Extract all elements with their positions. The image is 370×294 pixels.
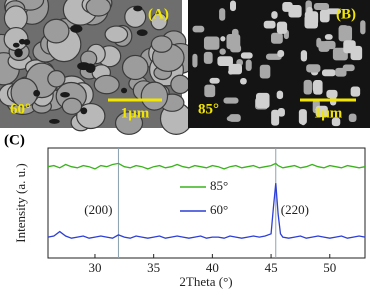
particle <box>350 86 361 97</box>
particle <box>263 20 276 29</box>
particle <box>288 4 302 18</box>
particle <box>271 11 278 19</box>
particle <box>223 97 239 104</box>
grain <box>121 54 149 81</box>
particle <box>343 40 356 54</box>
particle <box>298 109 307 125</box>
particle <box>276 90 284 100</box>
particle <box>259 64 271 79</box>
pore <box>14 48 23 58</box>
particle <box>219 48 226 55</box>
x-tick-label: 40 <box>206 260 219 275</box>
particle <box>276 21 288 34</box>
pore <box>12 42 20 48</box>
particle <box>321 69 336 77</box>
x-tick-label: 50 <box>323 260 336 275</box>
grain <box>47 70 66 88</box>
grain <box>140 81 169 111</box>
particle <box>360 20 366 35</box>
particle <box>318 41 330 52</box>
pore <box>60 91 70 98</box>
particle <box>306 6 313 20</box>
particle <box>226 116 239 122</box>
legend-label: 85° <box>210 178 228 193</box>
particle <box>192 25 205 33</box>
angle-label: 85° <box>198 101 219 117</box>
particle <box>277 107 285 117</box>
particle <box>277 50 285 58</box>
pore <box>77 62 91 71</box>
grain <box>3 5 28 31</box>
pore <box>33 89 41 97</box>
particle <box>271 32 283 44</box>
scale-label: 1μm <box>314 105 343 121</box>
grain <box>170 74 191 95</box>
panel-label: (C) <box>4 132 25 148</box>
grain <box>150 35 173 53</box>
particle <box>324 34 333 40</box>
data-line <box>47 183 366 239</box>
grain <box>85 0 112 17</box>
grain <box>93 74 120 95</box>
grain <box>114 111 144 135</box>
pore <box>133 5 143 12</box>
particle <box>217 56 233 67</box>
particle <box>325 8 342 15</box>
particle <box>220 36 226 42</box>
panel-label: (B) <box>336 6 356 22</box>
pore <box>23 39 31 46</box>
pore <box>80 107 88 115</box>
sem-image-a <box>0 0 197 135</box>
particle <box>209 77 220 84</box>
panel-label: (A) <box>148 6 169 22</box>
particle <box>240 52 253 59</box>
particle <box>228 63 243 75</box>
pore <box>136 29 148 36</box>
grain <box>150 12 168 31</box>
x-tick-label: 30 <box>88 260 101 275</box>
data-line <box>47 162 366 170</box>
particle <box>230 0 237 12</box>
pore <box>70 24 83 33</box>
particle <box>313 2 330 11</box>
sem-image-b <box>188 0 370 128</box>
particle <box>204 84 216 98</box>
grain <box>42 18 70 44</box>
particle <box>203 51 213 64</box>
x-tick-label: 35 <box>147 260 160 275</box>
particle <box>303 79 312 95</box>
peak-label: (200) <box>84 202 112 217</box>
particle <box>340 27 348 34</box>
grain <box>61 97 83 115</box>
particle <box>313 80 323 95</box>
particle <box>306 64 321 73</box>
x-tick-label: 45 <box>265 260 278 275</box>
x-axis-label: 2Theta (°) <box>179 274 232 289</box>
particle <box>315 105 328 118</box>
particle <box>300 50 308 62</box>
particle <box>192 53 198 68</box>
particle <box>240 77 247 85</box>
peak-label: (220) <box>281 202 309 217</box>
particle <box>230 44 242 53</box>
grain <box>104 25 129 44</box>
pore <box>120 87 128 94</box>
particle <box>203 36 220 50</box>
particle <box>245 59 252 71</box>
particle <box>271 109 280 126</box>
pore <box>48 119 60 124</box>
particle <box>335 67 347 77</box>
particle <box>231 28 239 38</box>
angle-label: 60° <box>10 101 31 117</box>
particle <box>329 91 337 106</box>
y-axis-label: Intensity (a. u.) <box>13 163 28 242</box>
legend-label: 60° <box>210 202 228 217</box>
particle <box>255 92 270 109</box>
particle <box>331 117 341 127</box>
plot-frame <box>47 147 366 259</box>
particle <box>348 113 357 123</box>
scale-label: 1μm <box>121 105 150 121</box>
particle <box>219 8 226 21</box>
